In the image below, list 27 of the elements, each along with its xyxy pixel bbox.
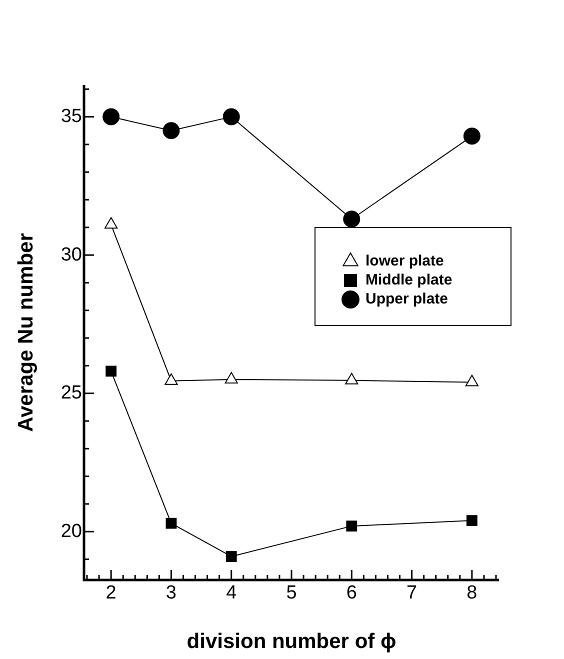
point <box>106 366 117 377</box>
y-tick-label: 30 <box>60 244 82 266</box>
point <box>166 518 177 529</box>
x-tick-label: 2 <box>106 582 116 604</box>
x-tick-label: 7 <box>406 582 418 604</box>
point <box>346 520 358 532</box>
x-tick-label: 8 <box>466 582 478 604</box>
point <box>162 122 180 140</box>
point <box>224 372 238 384</box>
legend-label: Upper plate <box>366 290 448 308</box>
y-tick-label: 20 <box>60 520 82 542</box>
point <box>102 108 120 126</box>
x-axis-title: division number of ϕ <box>186 630 396 654</box>
x-tick-label: 6 <box>346 582 357 604</box>
y-tick-label: 25 <box>60 382 82 404</box>
x-tick-label: 3 <box>166 582 176 604</box>
legend-label: lower plate <box>366 252 444 270</box>
y-axis-title: Average Nu number <box>14 233 38 432</box>
point <box>226 551 237 562</box>
x-tick-label: 4 <box>226 582 238 604</box>
point <box>466 515 478 526</box>
legend-label: Middle plate <box>366 272 452 289</box>
point <box>222 108 240 126</box>
x-tick-label: 5 <box>286 582 297 604</box>
point <box>463 128 480 145</box>
y-tick-label: 35 <box>60 106 82 128</box>
point <box>343 210 360 228</box>
